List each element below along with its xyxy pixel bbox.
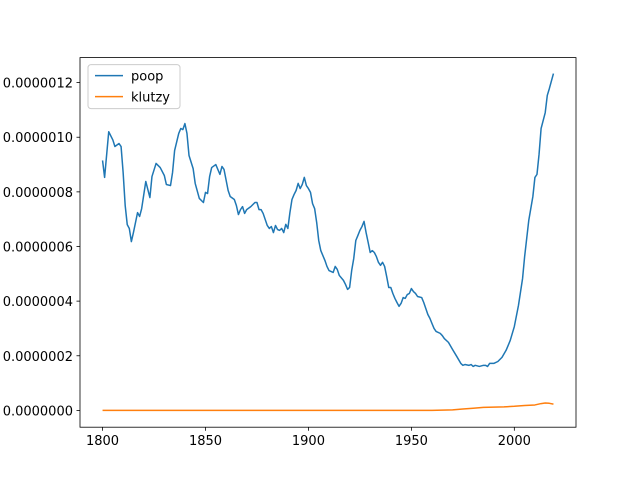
x-tick-label: 2000 xyxy=(498,434,531,449)
legend-label: poop xyxy=(131,70,163,85)
y-tick-label: 0.0000004 xyxy=(3,295,73,310)
y-tick-label: 0.0000002 xyxy=(3,350,73,365)
y-tick-label: 0.0000012 xyxy=(3,77,73,92)
y-tick-label: 0.0000008 xyxy=(3,186,73,201)
y-tick-label: 0.0000006 xyxy=(3,240,73,255)
x-tick-label: 1850 xyxy=(189,434,222,449)
x-tick-label: 1900 xyxy=(292,434,325,449)
line xyxy=(102,402,554,412)
axes-frame xyxy=(79,57,577,428)
legend-label: klutzy xyxy=(131,91,170,106)
legend: poop klutzy xyxy=(87,64,181,110)
line xyxy=(101,73,555,368)
x-tick-label: 1800 xyxy=(86,434,119,449)
y-tick-label: 0.0000000 xyxy=(3,404,73,419)
x-tick-label: 1950 xyxy=(395,434,428,449)
y-tick-label: 0.0000010 xyxy=(3,131,73,146)
